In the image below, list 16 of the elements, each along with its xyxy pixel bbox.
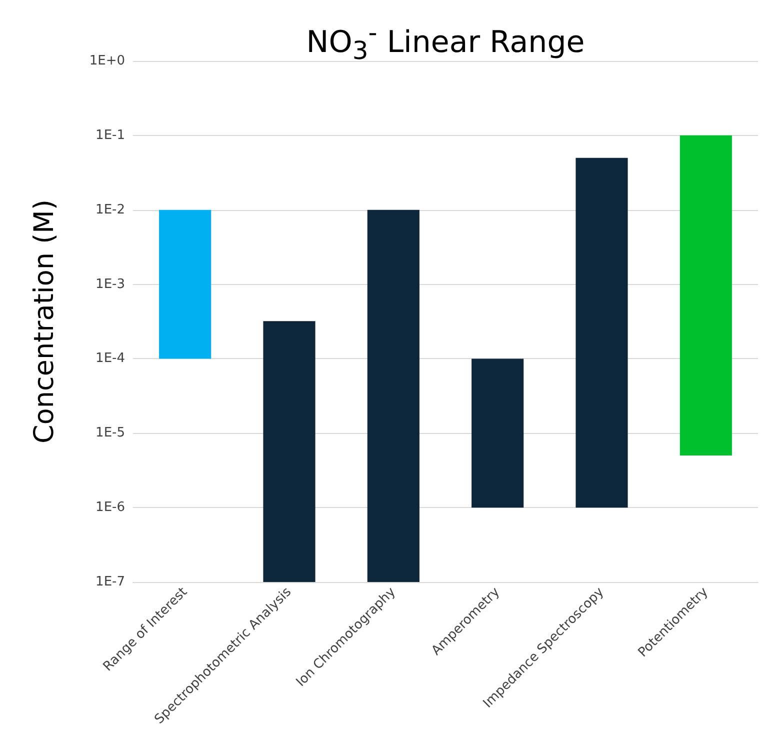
y-tick-label: 1E-2 [96,202,125,218]
bar [576,158,628,508]
bar [472,358,524,508]
y-tick-label: 1E+0 [89,54,125,68]
bar [680,135,732,456]
y-tick-label: 1E-6 [96,500,125,516]
bar [159,210,212,359]
bar [367,210,420,582]
chart-title: NO$_{3}$$^{-}$ Linear Range [305,18,586,65]
bar [263,321,316,582]
y-tick-label: 1E-5 [96,426,125,441]
y-tick-label: 1E-1 [96,128,125,143]
y-tick-label: 1E-4 [96,351,125,366]
y-tick-label: 1E-7 [96,574,125,590]
y-axis-title: Concentration (M) [29,200,60,444]
y-tick-label: 1E-3 [96,276,125,292]
